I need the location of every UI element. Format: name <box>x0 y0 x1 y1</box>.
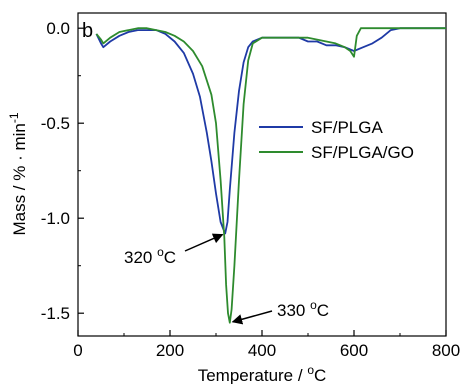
legend: SF/PLGA SF/PLGA/GO <box>259 118 414 162</box>
plot-frame <box>78 13 446 336</box>
legend-label-sf-plga: SF/PLGA <box>311 118 383 137</box>
x-axis: 0 200 400 600 800 <box>73 330 460 360</box>
annotation-text: 320 <box>124 248 157 267</box>
annotation-text: 330 <box>277 301 310 320</box>
svg-text:330 oC: 330 oC <box>277 298 329 320</box>
series-layer <box>96 28 446 323</box>
y-axis-title: Mass / % · min-1 <box>7 112 29 235</box>
x-tick-label: 0 <box>73 341 82 360</box>
x-axis-title: Temperature / oC <box>198 363 327 384</box>
annotation-arrow <box>185 235 223 251</box>
y-tick-label: -1.5 <box>41 304 70 323</box>
x-tick-label: 400 <box>248 341 276 360</box>
annotation-arrow <box>233 311 272 322</box>
x-tick-label: 200 <box>156 341 184 360</box>
legend-label-sf-plga-go: SF/PLGA/GO <box>311 143 414 162</box>
x-tick-label: 600 <box>340 341 368 360</box>
annotation-peak-sf-plga-go: 330 oC <box>233 298 329 322</box>
annotation-peak-sf-plga: 320 oC <box>124 235 223 267</box>
y-tick-label: 0.0 <box>46 19 70 38</box>
annotation-unit: C <box>317 301 329 320</box>
series-line-sf-plga <box>96 28 446 233</box>
panel-label: b <box>82 20 93 42</box>
annotation-unit: C <box>164 248 176 267</box>
svg-text:320 oC: 320 oC <box>124 245 176 267</box>
x-tick-label: 800 <box>432 341 460 360</box>
y-tick-label: -0.5 <box>41 114 70 133</box>
y-tick-label: -1.0 <box>41 209 70 228</box>
series-line-sf-plga-go <box>96 28 446 323</box>
